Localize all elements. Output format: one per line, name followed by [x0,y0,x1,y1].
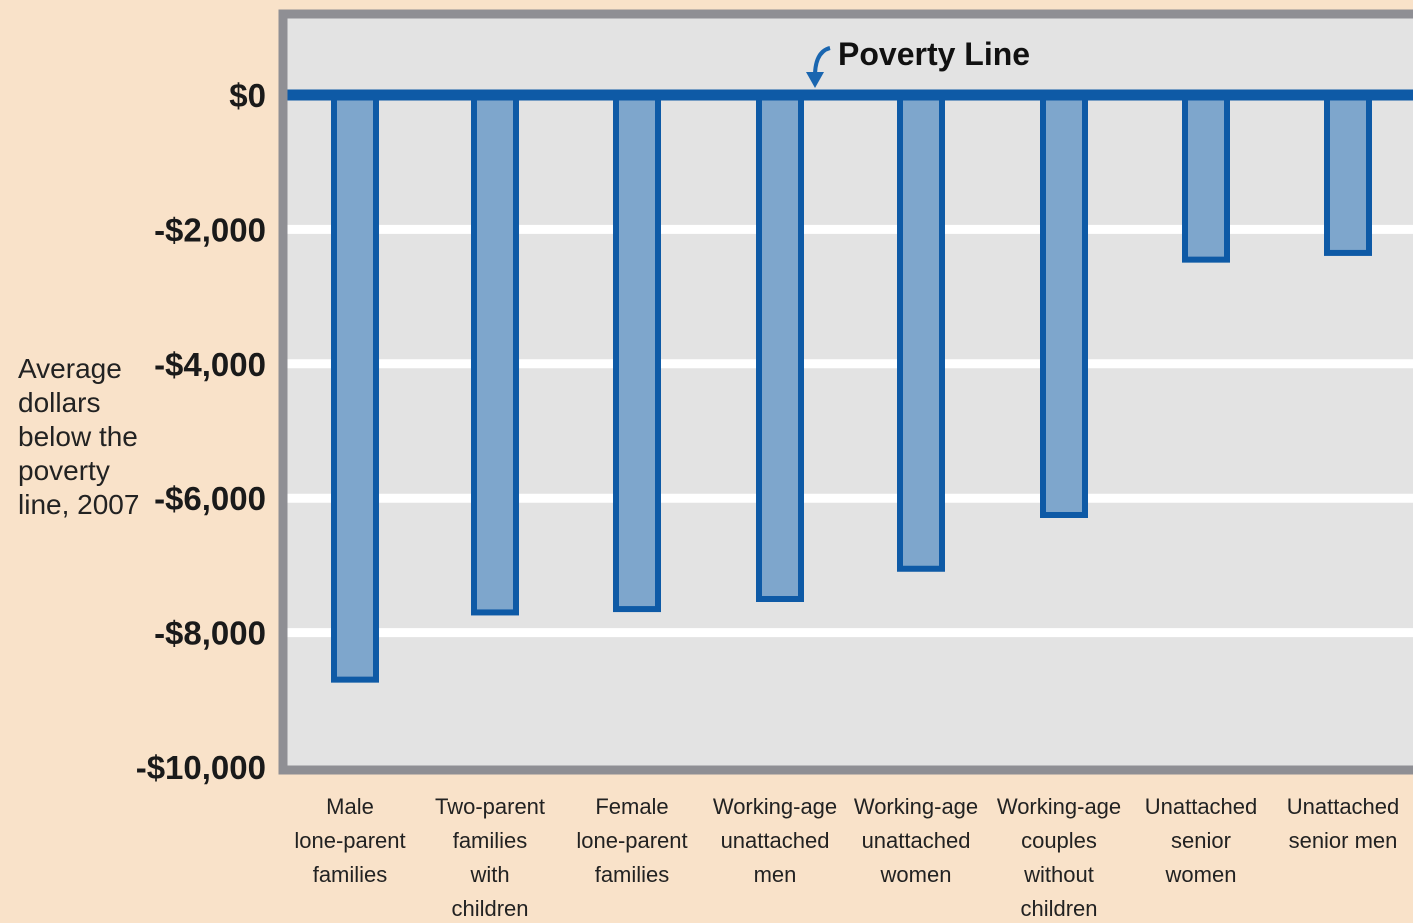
plot-background [283,14,1413,770]
poverty-line-arrowhead [806,72,824,88]
y-axis-label-line: dollars [18,387,100,418]
x-category-label: Unattached senior women [1145,794,1258,887]
y-tick-label: -$4,000 [154,346,266,383]
x-category-label: Working-age couples without children [997,794,1121,921]
y-tick-label: -$2,000 [154,211,266,248]
poverty-line-annotation: Poverty Line [838,36,1030,72]
bar [1324,92,1372,256]
y-axis-label-line: line, 2007 [18,489,139,520]
x-category-label: Male lone-parent families [294,794,405,887]
bar [331,92,379,683]
x-category-label: Two-parent families with children [435,794,545,921]
bar [897,92,945,572]
y-axis-label-line: below the [18,421,138,452]
bar [756,92,804,602]
y-tick-label: -$8,000 [154,615,266,652]
y-axis-label-line: Average [18,353,122,384]
y-axis-label-line: poverty [18,455,110,486]
bar [471,92,519,616]
x-category-label: Unattached senior men [1287,794,1400,853]
plot-frame [278,9,1413,775]
y-tick-label: $0 [229,77,266,114]
bar [1182,92,1230,263]
y-tick-label: -$10,000 [136,749,266,786]
x-category-label: Working-age unattached men [713,794,837,887]
x-category-label: Working-age unattached women [854,794,978,887]
bar [1040,92,1088,518]
y-tick-label: -$6,000 [154,480,266,517]
bar [613,92,661,613]
x-category-label: Female lone-parent families [576,794,687,887]
